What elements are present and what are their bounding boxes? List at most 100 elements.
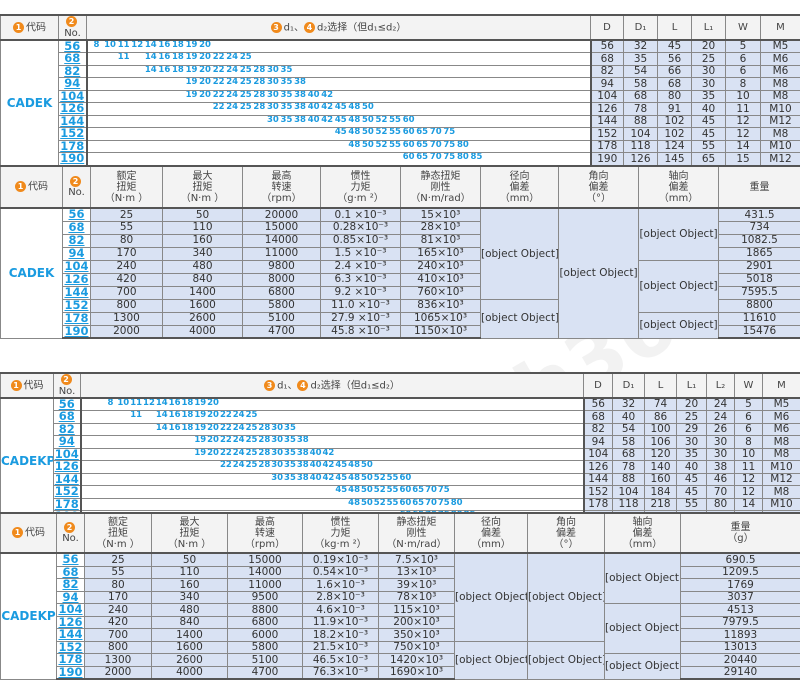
d-option: 65 [412, 485, 425, 495]
dim-value: 106 [644, 435, 677, 449]
d-option: 19 [194, 397, 207, 408]
dim-value: 160 [644, 472, 677, 486]
perf-value: 2600 [162, 311, 243, 326]
size-number[interactable]: 56 [56, 552, 85, 567]
d-option: 42 [321, 90, 334, 100]
d-option: 80 [456, 140, 469, 150]
dim-value: 118 [612, 497, 645, 511]
size-number[interactable]: 104 [62, 259, 91, 274]
d-options: 11 14 16 18 19 20 22 24 25 [85, 52, 592, 66]
d-option: 52 [375, 115, 388, 125]
perf-value: 55 [90, 220, 163, 235]
size-number[interactable]: 82 [53, 422, 81, 436]
size-number[interactable]: 68 [53, 410, 81, 424]
d-option: 28 [253, 90, 266, 100]
perf-value: 1690×10³ [378, 665, 455, 680]
d-option: 11 [130, 410, 143, 420]
d-option: 38 [296, 448, 309, 458]
size-number[interactable]: 104 [58, 89, 87, 103]
d-option: 52 [373, 498, 386, 508]
d1-label: d₁、 [277, 380, 298, 391]
size-number[interactable]: 152 [58, 127, 87, 141]
size-number[interactable]: 94 [62, 246, 91, 261]
dim-header-5: W [734, 372, 763, 399]
d-option: 14 [144, 39, 157, 50]
perf-value: 78×10³ [378, 590, 455, 604]
size-number[interactable]: 126 [58, 102, 87, 116]
size-number[interactable]: 190 [56, 665, 85, 680]
dim-value: 152 [583, 485, 613, 499]
size-number[interactable]: 56 [58, 39, 87, 53]
perf-value: 340 [151, 590, 228, 604]
table-row: 94 19 20 22 24 25 28 30 35 38 94 58 68 30 8 M8 [1, 77, 800, 91]
size-number[interactable]: 104 [53, 447, 81, 461]
size-number[interactable]: 152 [56, 640, 85, 654]
size-number[interactable]: 152 [62, 298, 91, 313]
d-option: 22 [212, 77, 225, 87]
perf-value: 55 [84, 565, 152, 579]
d-option: 65 [416, 127, 429, 137]
size-number[interactable]: 144 [56, 628, 85, 642]
perf-header-1: 最大 扭矩 （N·m ） [151, 512, 228, 554]
size-number[interactable]: 68 [58, 52, 87, 66]
perf-value: 480 [151, 603, 228, 617]
size-number[interactable]: 68 [62, 220, 91, 235]
dim-value: 126 [590, 102, 624, 116]
d-option: 42 [322, 460, 335, 470]
table-row: 152 45 48 50 52 55 60 65 70 75 152 104 184 45 70 12 M8 [1, 485, 800, 499]
size-number[interactable]: 82 [56, 578, 85, 592]
size-number[interactable]: 68 [56, 565, 85, 579]
dim-value: 6 [734, 422, 763, 436]
d-option: 22 [219, 448, 232, 458]
dim-header-6: M [762, 372, 800, 399]
size-number[interactable]: 82 [62, 233, 91, 248]
perf-value: 5800 [242, 298, 321, 313]
product-code: CADEKP [0, 397, 54, 524]
table-row: CADEK 56 8 10 11 12 14 16 18 19 20 56 32 45 20 5 M5 [0, 39, 800, 166]
size-number[interactable]: 56 [53, 397, 81, 411]
perf-header-6: 角向 偏差 （°） [527, 512, 605, 554]
table-row: 144 30 35 38 40 42 45 48 50 52 55 60 144 88 102 45 12 M12 [1, 114, 800, 128]
size-number[interactable]: 126 [53, 460, 81, 474]
perf-value: 18.2×10⁻³ [302, 628, 379, 642]
dim-value: 120 [644, 447, 677, 461]
table-row: 178 48 50 52 55 60 65 70 75 80 178 118 124 55 14 M10 [1, 139, 800, 153]
size-number[interactable]: 178 [53, 497, 81, 511]
dim-value: M8 [760, 127, 800, 141]
size-number[interactable]: 152 [53, 485, 81, 499]
size-number[interactable]: 144 [58, 114, 87, 128]
perf-value: 39×10³ [378, 578, 455, 592]
weight-value: 2901 [718, 259, 800, 274]
dim-value: 45 [691, 114, 726, 128]
perf-value: 750×10³ [378, 640, 455, 654]
size-number[interactable]: 82 [58, 64, 87, 78]
perf-value: 420 [90, 272, 163, 287]
size-number[interactable]: 126 [62, 272, 91, 287]
size-number[interactable]: 104 [56, 603, 85, 617]
d-option: 65 [412, 498, 425, 508]
size-number[interactable]: 178 [56, 653, 85, 667]
size-number[interactable]: 178 [58, 139, 87, 153]
dim-value: 11 [734, 460, 763, 474]
size-number[interactable]: 56 [62, 207, 91, 222]
d-option: 35 [284, 423, 296, 433]
number-badge: 1 [12, 527, 23, 539]
d-option: 22 [212, 90, 225, 100]
size-number[interactable]: 94 [53, 435, 81, 449]
perf-header-7: 轴向 偏差 （mm） [604, 512, 681, 554]
size-number[interactable]: 178 [62, 311, 91, 326]
size-number[interactable]: 144 [62, 285, 91, 300]
dim-value: 102 [657, 127, 692, 141]
d-option: 12 [143, 397, 155, 408]
size-number[interactable]: 190 [62, 324, 91, 339]
size-number[interactable]: 144 [53, 472, 81, 486]
perf-value: 15×10³ [400, 207, 481, 222]
size-number[interactable]: 126 [56, 615, 85, 629]
no-header: 2No. [58, 14, 87, 41]
size-number[interactable]: 190 [58, 152, 87, 167]
table-row: 94 170 340 9500 2.8×10⁻³ 78×10³ 3037 [1, 590, 800, 604]
size-number[interactable]: 94 [56, 590, 85, 604]
dim-value: 35 [691, 89, 726, 103]
size-number[interactable]: 94 [58, 77, 87, 91]
d-option: 65 [416, 152, 429, 162]
